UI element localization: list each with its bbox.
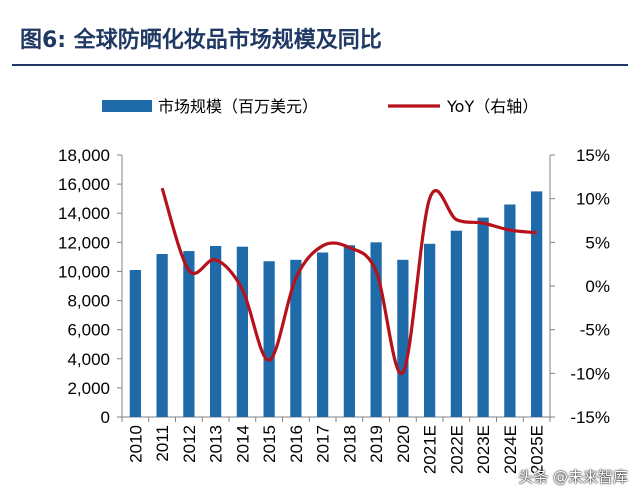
title-underline: [12, 64, 628, 66]
x-tick-label: 2019: [367, 425, 386, 463]
x-tick-label: 2014: [233, 425, 252, 463]
bar: [531, 191, 543, 417]
line-series: [160, 187, 537, 376]
y-left-tick-label: 16,000: [58, 175, 110, 194]
x-tick-label: 2013: [207, 425, 226, 463]
legend-swatch-bar: [102, 100, 152, 112]
bar: [343, 245, 355, 417]
chart-title: 图6: 全球防晒化妆品市场规模及同比: [20, 22, 382, 54]
y-right-tick-label: 15%: [576, 146, 610, 165]
x-tick-label: 2018: [340, 425, 359, 463]
y-right-tick-label: 0%: [585, 277, 610, 296]
x-tick-label: 2023E: [474, 425, 493, 474]
y-right-tick-label: -10%: [570, 364, 610, 383]
bar: [263, 261, 275, 417]
y-left-tick-label: 6,000: [67, 321, 110, 340]
bar: [397, 259, 409, 417]
bar: [504, 204, 516, 417]
x-tick-label: 2025E: [528, 425, 547, 474]
x-tick-label: 2016: [287, 425, 306, 463]
bar-series: [129, 191, 543, 417]
x-tick-label: 2010: [126, 425, 145, 463]
watermark: 头条 @未来智库: [518, 468, 628, 486]
bar: [183, 251, 195, 417]
y-left-tick-label: 8,000: [67, 292, 110, 311]
x-tick-label: 2024E: [501, 425, 520, 474]
x-tick-label: 2011: [153, 425, 172, 462]
y-left-tick-label: 0: [101, 408, 110, 427]
bar: [290, 259, 302, 417]
bar: [450, 230, 462, 417]
bar: [129, 269, 141, 417]
x-tick-label: 2020: [394, 425, 413, 463]
bar: [477, 217, 489, 417]
x-tick-label: 2012: [180, 425, 199, 463]
x-tick-label: 2017: [314, 425, 333, 463]
legend-label-bar: 市场规模（百万美元）: [158, 97, 318, 116]
bar: [236, 246, 248, 417]
title-text: 全球防晒化妆品市场规模及同比: [73, 28, 382, 53]
axes: 0 2,000 4,000 6,000 8,000 10,000 12,000 14,000 1…: [58, 146, 610, 474]
legend: 市场规模（百万美元） YoY（右轴）: [102, 97, 538, 116]
bar: [317, 252, 329, 417]
y-left-tick-label: 12,000: [58, 233, 110, 252]
bar: [210, 245, 222, 417]
y-right-tick-label: -5%: [580, 321, 610, 340]
bar: [156, 253, 168, 417]
x-tick-label: 2022E: [447, 425, 466, 474]
y-left-tick-label: 18,000: [58, 146, 110, 165]
y-left-tick-label: 4,000: [67, 350, 110, 369]
x-tick-label: 2015: [260, 425, 279, 463]
yoy-line: [160, 187, 537, 376]
bar: [424, 243, 436, 417]
x-tick-label: 2021E: [421, 425, 440, 474]
bar: [370, 242, 382, 417]
y-right-tick-label: 10%: [576, 190, 610, 209]
y-right-tick-label: -15%: [570, 408, 610, 427]
legend-label-line: YoY（右轴）: [446, 97, 538, 116]
y-left-tick-label: 2,000: [67, 379, 110, 398]
y-right-tick-label: 5%: [585, 233, 610, 252]
y-left-tick-label: 14,000: [58, 204, 110, 223]
y-left-tick-label: 10,000: [58, 262, 110, 281]
figure-label: 图6:: [20, 28, 67, 53]
